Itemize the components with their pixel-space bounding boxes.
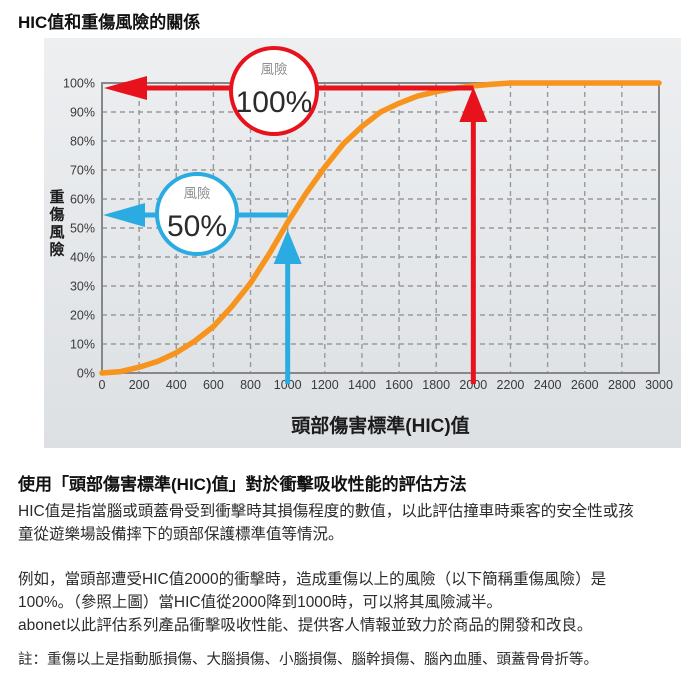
annotation-risk-100: 風險 100% [104, 46, 488, 384]
svg-text:60%: 60% [70, 193, 95, 207]
svg-text:40%: 40% [70, 251, 95, 265]
svg-text:風險: 風險 [261, 62, 288, 77]
svg-text:100%: 100% [236, 86, 313, 119]
svg-text:30%: 30% [70, 280, 95, 294]
paragraph-2-line-2: 100%。（參照上圖）當HIC值從2000降到1000時，可以將其風險減半。 [18, 594, 503, 611]
svg-text:70%: 70% [70, 164, 95, 178]
page-title: HIC值和重傷風險的關係 [18, 13, 201, 32]
svg-text:2800: 2800 [608, 378, 636, 392]
footnote-text: 註：重傷以上是指動脈損傷、大腦損傷、小腦損傷、腦幹損傷、腦內血腫、頭蓋骨骨折等。 [18, 652, 598, 668]
paragraph-2: 例如，當頭部遭受HIC值2000的衝擊時，造成重傷以上的風險（以下簡稱重傷風險）… [18, 568, 684, 637]
plot-frame [101, 82, 660, 374]
risk-100-bubble [229, 46, 319, 136]
left-arrowhead-red [104, 76, 147, 100]
svg-text:1000: 1000 [274, 378, 302, 392]
annotation-risk-50: 風險 50% [103, 172, 302, 384]
svg-text:20%: 20% [70, 309, 95, 323]
section-heading: 使用「頭部傷害標準(HIC)值」對於衝擊吸收性能的評估方法 [18, 475, 467, 494]
svg-text:1200: 1200 [311, 378, 339, 392]
svg-text:50%: 50% [167, 210, 227, 243]
up-arrowhead-red [459, 87, 488, 122]
svg-text:90%: 90% [70, 106, 95, 120]
paragraph-1-line-2: 童從遊樂場設備摔下的頭部保護標準值等情況。 [18, 526, 344, 543]
svg-text:80%: 80% [70, 135, 95, 149]
svg-text:0: 0 [99, 378, 106, 392]
up-arrowhead-blue [273, 230, 302, 264]
risk-50-bubble [155, 172, 239, 256]
paragraph-1-line-1: HIC值是指當腦或頭蓋骨受到衝擊時其損傷程度的數值，以此評估撞車時乘客的安全性或… [18, 503, 634, 520]
svg-text:50%: 50% [70, 222, 95, 236]
paragraph-2-line-1: 例如，當頭部遭受HIC值2000的衝擊時，造成重傷以上的風險（以下簡稱重傷風險）… [18, 571, 607, 588]
hic-risk-chart: 0 200 400 600 800 1000 1200 1400 1600 1800 2000 220… [48, 46, 673, 437]
svg-text:2400: 2400 [534, 378, 562, 392]
svg-text:10%: 10% [70, 338, 95, 352]
svg-text:1800: 1800 [422, 378, 450, 392]
svg-text:800: 800 [240, 378, 261, 392]
tick-labels: 0 200 400 600 800 1000 1200 1400 1600 1800 2000 220… [63, 77, 673, 393]
svg-text:1600: 1600 [385, 378, 413, 392]
chart-panel: 0 200 400 600 800 1000 1200 1400 1600 1800 2000 220… [44, 38, 681, 448]
x-axis-title: 頭部傷害標準(HIC)值 [291, 414, 469, 437]
svg-text:3000: 3000 [645, 378, 673, 392]
y-axis-title: 重傷風險 [48, 188, 64, 259]
svg-text:600: 600 [203, 378, 224, 392]
risk-curve [99, 80, 662, 376]
paragraph-2-line-3: abonet以此評估系列產品衝擊吸收性能、提供客人情報並致力於商品的開發和改良。 [18, 617, 593, 634]
section-heading-block: 使用「頭部傷害標準(HIC)值」對於衝擊吸收性能的評估方法 [18, 470, 684, 495]
svg-text:400: 400 [166, 378, 187, 392]
footnote: 註：重傷以上是指動脈損傷、大腦損傷、小腦損傷、腦幹損傷、腦內血腫、頭蓋骨骨折等。 [18, 648, 684, 669]
svg-text:風險: 風險 [184, 186, 211, 201]
left-arrowhead-blue [103, 203, 145, 227]
svg-text:100%: 100% [63, 77, 95, 91]
svg-text:2000: 2000 [459, 378, 487, 392]
svg-text:1400: 1400 [348, 378, 376, 392]
paragraph-1: HIC值是指當腦或頭蓋骨受到衝擊時其損傷程度的數值，以此評估撞車時乘客的安全性或… [18, 500, 684, 546]
svg-text:200: 200 [129, 378, 150, 392]
svg-text:2600: 2600 [571, 378, 599, 392]
svg-text:0%: 0% [77, 367, 95, 381]
svg-text:2200: 2200 [497, 378, 525, 392]
